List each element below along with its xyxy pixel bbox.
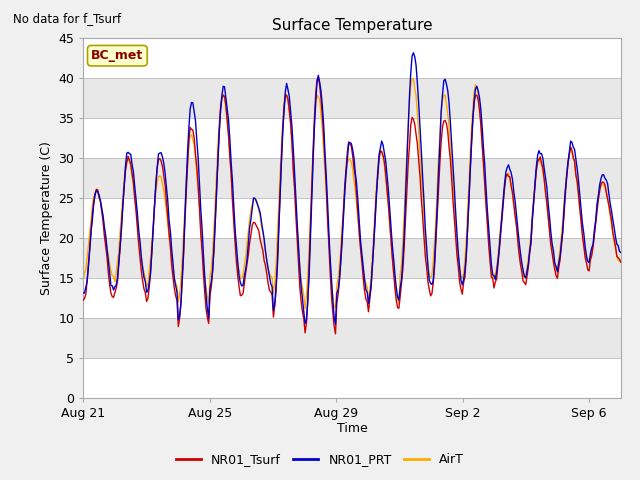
Y-axis label: Surface Temperature (C): Surface Temperature (C) [40,142,52,295]
Legend: NR01_Tsurf, NR01_PRT, AirT: NR01_Tsurf, NR01_PRT, AirT [171,448,469,471]
Bar [83,119,621,158]
Text: No data for f_Tsurf: No data for f_Tsurf [13,12,121,25]
Bar [83,318,621,359]
Bar [83,38,621,78]
Bar [83,278,621,318]
Bar [83,158,621,198]
Bar [83,78,621,119]
Title: Surface Temperature: Surface Temperature [272,18,432,33]
Bar [83,198,621,239]
X-axis label: Time: Time [337,422,367,435]
Text: BC_met: BC_met [92,49,143,62]
Bar [83,359,621,398]
Bar [83,239,621,278]
